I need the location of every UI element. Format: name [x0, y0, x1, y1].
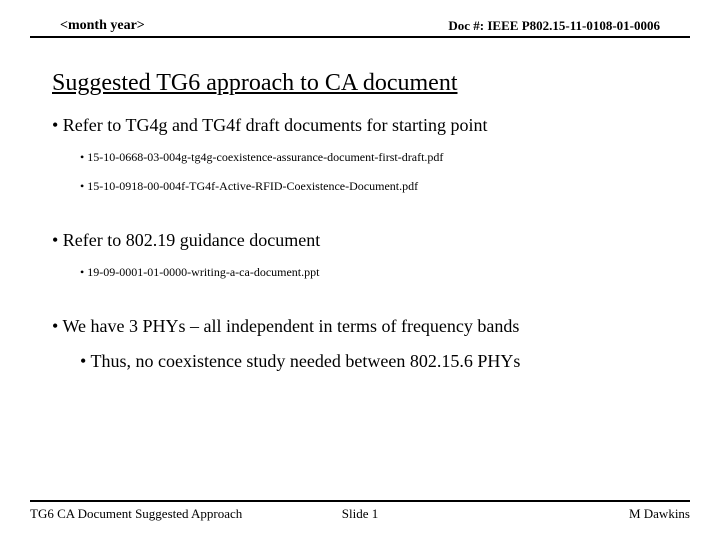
- bullet-level1: • Refer to 802.19 guidance document: [52, 230, 668, 251]
- bullet-level2: • Thus, no coexistence study needed betw…: [80, 351, 668, 372]
- footer-left: TG6 CA Document Suggested Approach: [30, 506, 242, 522]
- bullet-level2: • 15-10-0668-03-004g-tg4g-coexistence-as…: [80, 150, 668, 165]
- header-doc-number: Doc #: IEEE P802.15-11-0108-01-0006: [448, 18, 660, 34]
- bullet-level1: • We have 3 PHYs – all independent in te…: [52, 316, 668, 337]
- header-left: <month year>: [60, 18, 145, 34]
- bullet-level1: • Refer to TG4g and TG4f draft documents…: [52, 115, 668, 136]
- footer: TG6 CA Document Suggested Approach Slide…: [30, 500, 690, 522]
- slide-title: Suggested TG6 approach to CA document: [52, 70, 720, 97]
- footer-author: M Dawkins: [629, 506, 690, 522]
- slide-content: • Refer to TG4g and TG4f draft documents…: [0, 115, 720, 372]
- bullet-level2: • 19-09-0001-01-0000-writing-a-ca-docume…: [80, 265, 668, 280]
- footer-slide-number: Slide 1: [342, 506, 378, 522]
- bullet-level2: • 15-10-0918-00-004f-TG4f-Active-RFID-Co…: [80, 179, 668, 194]
- header: <month year> Doc #: IEEE P802.15-11-0108…: [30, 0, 690, 38]
